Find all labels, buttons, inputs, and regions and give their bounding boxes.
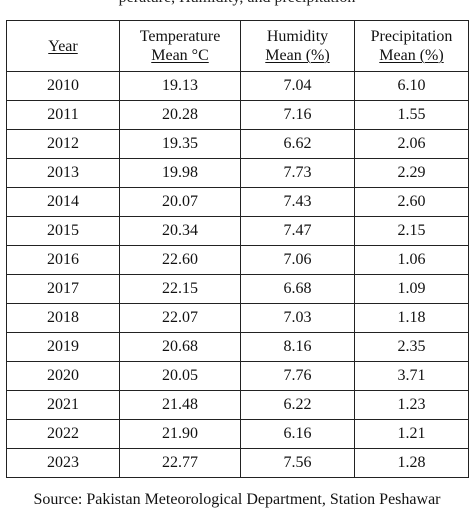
table-row: 2011 20.28 7.16 1.55	[6, 100, 469, 130]
cell-year: 2019	[6, 332, 120, 362]
cell-humidity: 7.76	[240, 361, 355, 391]
table-row: 2015 20.34 7.47 2.15	[6, 216, 469, 246]
cell-year: 2021	[6, 390, 120, 420]
cell-humidity: 6.68	[240, 274, 355, 304]
table-row: 2014 20.07 7.43 2.60	[6, 187, 469, 217]
cell-precipitation: 2.15	[354, 216, 469, 246]
header-precipitation-line2: Mean (%)	[379, 47, 444, 64]
cell-precipitation: 1.09	[354, 274, 469, 304]
header-temperature-line1: Temperature	[139, 28, 221, 45]
cell-temperature: 20.68	[119, 332, 241, 362]
cell-temperature: 19.13	[119, 71, 241, 101]
cell-year: 2018	[6, 303, 120, 333]
cell-precipitation: 2.06	[354, 129, 469, 159]
cell-precipitation: 1.55	[354, 100, 469, 130]
cell-temperature: 22.60	[119, 245, 241, 275]
cell-humidity: 6.62	[240, 129, 355, 159]
cell-temperature: 20.34	[119, 216, 241, 246]
header-precipitation-line1: Precipitation	[370, 28, 453, 45]
cell-humidity: 6.16	[240, 419, 355, 449]
cell-precipitation: 1.06	[354, 245, 469, 275]
cell-year: 2014	[6, 187, 120, 217]
cell-precipitation: 3.71	[354, 361, 469, 391]
cell-year: 2017	[6, 274, 120, 304]
cell-temperature: 20.07	[119, 187, 241, 217]
cell-temperature: 20.05	[119, 361, 241, 391]
header-humidity-line2: Mean (%)	[265, 47, 330, 64]
table-row: 2018 22.07 7.03 1.18	[6, 303, 469, 333]
cell-year: 2012	[6, 129, 120, 159]
table-row: 2019 20.68 8.16 2.35	[6, 332, 469, 362]
table-header-row: Year Temperature Mean °C Humidity Mean (…	[6, 20, 469, 72]
cell-humidity: 6.22	[240, 390, 355, 420]
climate-data-table: Year Temperature Mean °C Humidity Mean (…	[6, 20, 469, 478]
table-row: 2023 22.77 7.56 1.28	[6, 448, 469, 478]
cell-precipitation: 2.35	[354, 332, 469, 362]
table-row: 2013 19.98 7.73 2.29	[6, 158, 469, 188]
cell-year: 2013	[6, 158, 120, 188]
cell-humidity: 7.03	[240, 303, 355, 333]
table-row: 2016 22.60 7.06 1.06	[6, 245, 469, 275]
cell-precipitation: 1.28	[354, 448, 469, 478]
cell-humidity: 7.47	[240, 216, 355, 246]
cell-year: 2016	[6, 245, 120, 275]
source-note: Source: Pakistan Meteorological Departme…	[33, 491, 441, 508]
cell-year: 2023	[6, 448, 120, 478]
cell-humidity: 8.16	[240, 332, 355, 362]
cell-humidity: 7.43	[240, 187, 355, 217]
cell-precipitation: 1.21	[354, 419, 469, 449]
table-row: 2020 20.05 7.76 3.71	[6, 361, 469, 391]
cell-humidity: 7.04	[240, 71, 355, 101]
cell-humidity: 7.06	[240, 245, 355, 275]
cell-temperature: 21.90	[119, 419, 241, 449]
cell-temperature: 20.28	[119, 100, 241, 130]
cell-temperature: 21.48	[119, 390, 241, 420]
cell-temperature: 22.77	[119, 448, 241, 478]
cell-year: 2020	[6, 361, 120, 391]
cell-year: 2022	[6, 419, 120, 449]
cell-precipitation: 1.18	[354, 303, 469, 333]
cell-precipitation: 1.23	[354, 390, 469, 420]
header-temperature: Temperature Mean °C	[119, 20, 241, 72]
header-year-label: Year	[48, 37, 78, 55]
cell-humidity: 7.16	[240, 100, 355, 130]
cell-temperature: 22.07	[119, 303, 241, 333]
cell-year: 2015	[6, 216, 120, 246]
table-row: 2012 19.35 6.62 2.06	[6, 129, 469, 159]
table-row: 2021 21.48 6.22 1.23	[6, 390, 469, 420]
cell-year: 2010	[6, 71, 120, 101]
cell-temperature: 19.98	[119, 158, 241, 188]
header-humidity-line1: Humidity	[266, 28, 329, 45]
cell-precipitation: 6.10	[354, 71, 469, 101]
cell-temperature: 22.15	[119, 274, 241, 304]
table-row: 2017 22.15 6.68 1.09	[6, 274, 469, 304]
cell-humidity: 7.73	[240, 158, 355, 188]
header-precipitation: Precipitation Mean (%)	[354, 20, 469, 72]
cell-year: 2011	[6, 100, 120, 130]
table-row: 2022 21.90 6.16 1.21	[6, 419, 469, 449]
header-temperature-line2: Mean °C	[151, 47, 209, 64]
table-caption: perature, Humidity, and precipitation	[0, 0, 474, 8]
cell-temperature: 19.35	[119, 129, 241, 159]
cell-humidity: 7.56	[240, 448, 355, 478]
table-row: 2010 19.13 7.04 6.10	[6, 71, 469, 101]
header-year: Year	[6, 20, 120, 72]
header-humidity: Humidity Mean (%)	[240, 20, 355, 72]
cell-precipitation: 2.60	[354, 187, 469, 217]
cell-precipitation: 2.29	[354, 158, 469, 188]
